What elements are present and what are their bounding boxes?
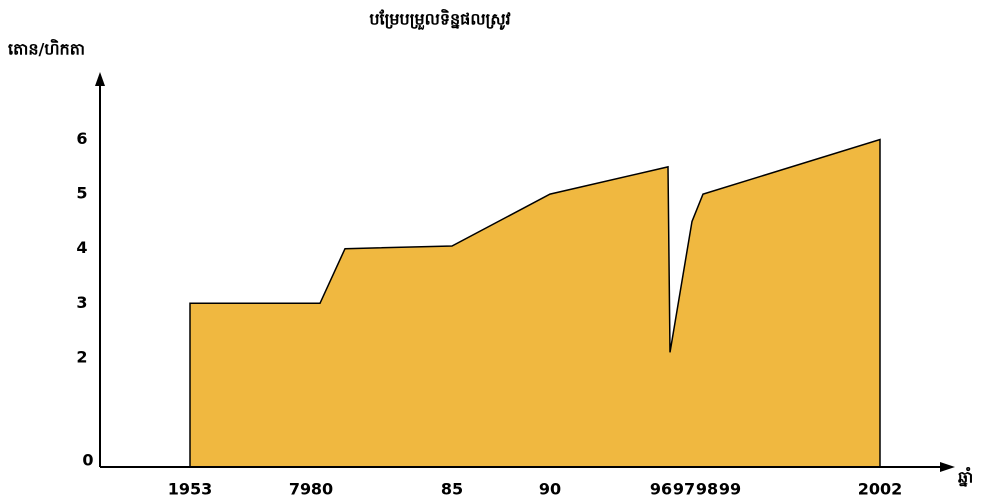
y-tick-label: 2 — [76, 347, 87, 366]
x-tick-label: 97 — [673, 480, 695, 499]
area — [189, 138, 881, 468]
chart-title: បម្រែបម្រួលទិន្នផលស្រូវ — [369, 9, 510, 31]
y-tick-label: 4 — [76, 238, 87, 257]
x-tick-label: 79 — [289, 480, 311, 499]
y-tick-label: 5 — [76, 184, 87, 203]
x-tick-label: 1953 — [168, 480, 213, 499]
x-tick-label: 99 — [719, 480, 741, 499]
x-tick-label: 85 — [441, 480, 463, 499]
x-tick-label: 80 — [311, 480, 333, 499]
x-axis-arrow — [940, 462, 955, 472]
y-tick-label: 3 — [76, 293, 87, 312]
x-tick-label: 2002 — [858, 480, 903, 499]
y-axis-label: តោន/ហិកតា — [8, 39, 85, 59]
y-tick-label: 0 — [82, 451, 93, 470]
x-tick-label: 96 — [650, 480, 672, 499]
y-axis-arrow — [95, 72, 105, 86]
y-tick-label: 6 — [76, 129, 87, 148]
x-axis-label: ឆ្នាំ — [958, 467, 973, 488]
x-tick-label: 98 — [696, 480, 718, 499]
x-tick-label: 90 — [539, 480, 561, 499]
